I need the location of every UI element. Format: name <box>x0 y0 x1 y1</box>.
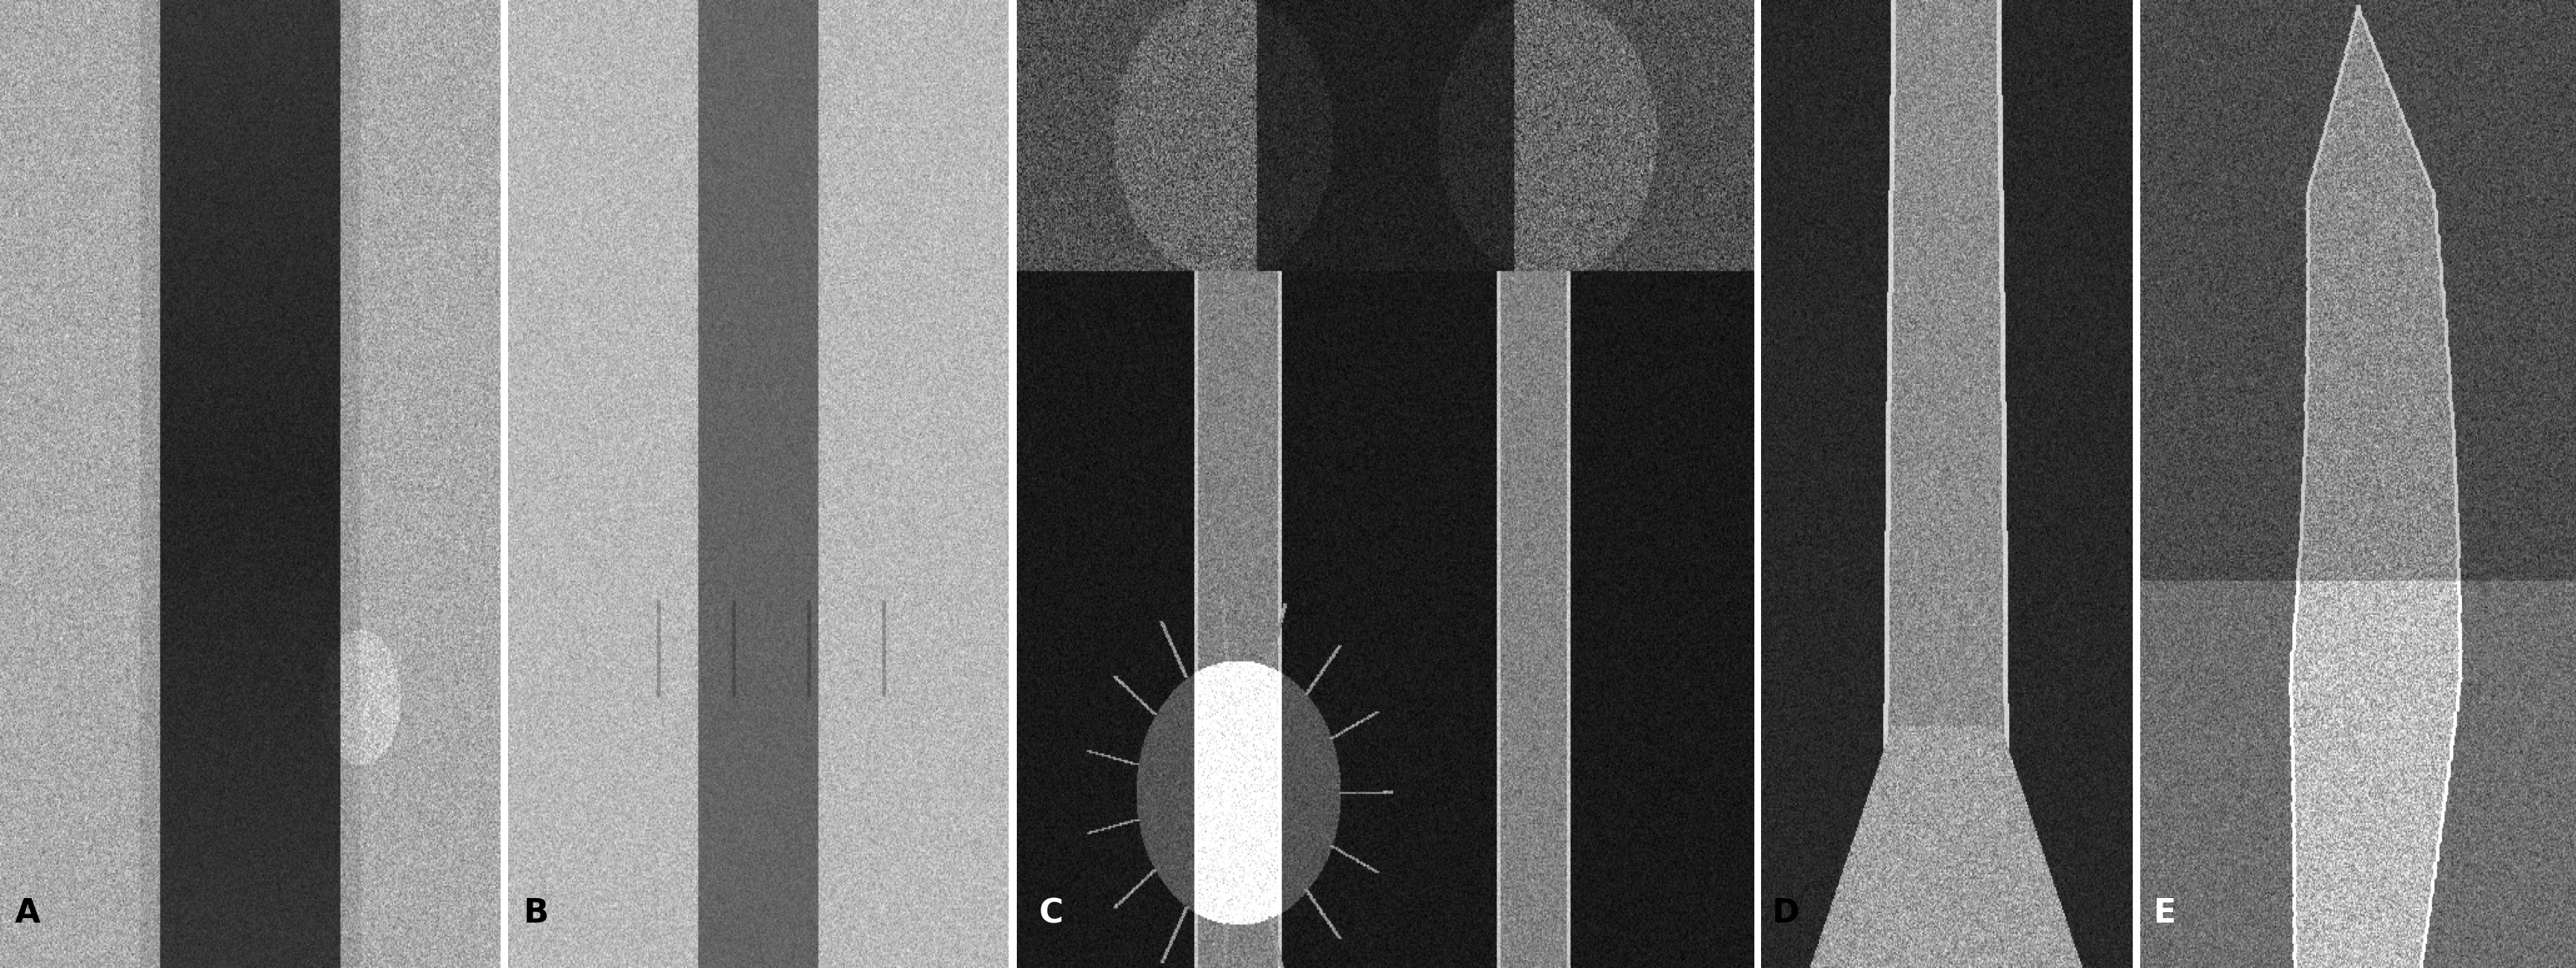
Text: E: E <box>2154 897 2177 929</box>
Text: A: A <box>15 897 41 929</box>
Text: C: C <box>1038 897 1064 929</box>
Text: B: B <box>523 897 549 929</box>
Text: D: D <box>1772 897 1801 929</box>
